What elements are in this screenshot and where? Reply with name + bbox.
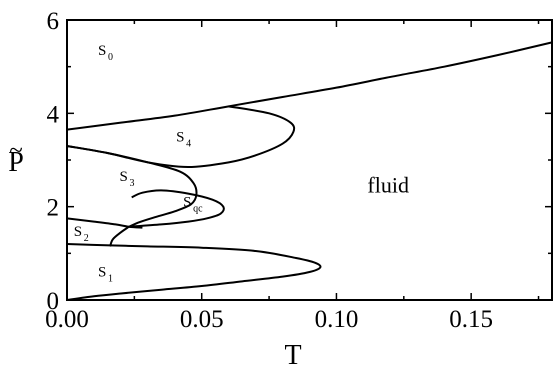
fluid-region-label: fluid [367,173,409,198]
phase-label-0: S [98,43,106,59]
phase-boundary-3 [128,189,225,228]
phase-label-subscript: 3 [130,178,135,189]
phase-boundary-curves [66,41,553,301]
y-tick-label: 6 [47,8,60,35]
y-tick-label: 4 [47,101,60,128]
y-axis-label-accent: ~ [9,137,23,164]
phase-label-1: S [98,265,106,281]
phase-label-subscript: 0 [108,52,113,63]
phase-label-subscript: 1 [108,274,113,285]
phase-boundary-4 [66,217,143,229]
x-tick-label: 0.05 [180,306,224,333]
phase-label-3: S [120,169,128,185]
phase-boundary-0 [66,41,553,131]
y-axis-label: P [8,147,24,178]
axis-ticks: 0.00 0.05 0.10 0.15 0 2 4 6 [45,8,552,333]
phase-boundary-6 [66,243,322,301]
phase-boundary-5 [109,225,130,247]
x-tick-label: 0.00 [45,306,89,333]
y-tick-label: 2 [47,195,60,222]
phase-label-subscript: 4 [186,138,191,149]
phase-label-2: S [74,224,82,240]
phase-label-4: S [176,129,184,145]
phase-label-qc: S [183,195,191,211]
y-tick-label: 0 [47,288,60,315]
x-tick-label: 0.10 [315,306,359,333]
x-axis-label: T [284,340,301,370]
phase-label-subscript: qc [193,204,203,215]
phase-label-subscript: 2 [84,233,89,244]
x-tick-label: 0.15 [449,306,493,333]
